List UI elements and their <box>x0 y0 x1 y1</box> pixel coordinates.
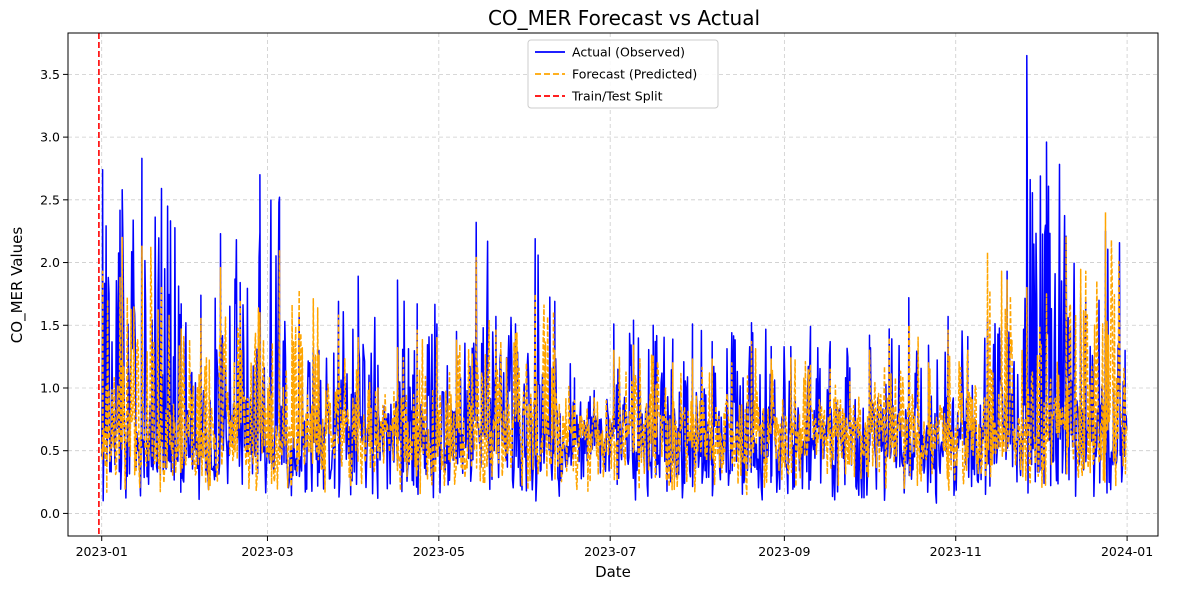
plot-frame <box>67 32 1159 537</box>
x-tick-label: 2023-11 <box>930 544 982 559</box>
y-tick-label: 3.0 <box>40 130 60 145</box>
series-layer <box>100 54 1128 504</box>
y-tick-label: 3.5 <box>40 67 60 82</box>
legend-label-forecast: Forecast (Predicted) <box>572 67 697 82</box>
y-tick-label: 1.5 <box>40 318 60 333</box>
y-axis: 0.0 0.5 1.0 1.5 2.0 2.5 3.0 3.5 <box>40 67 68 521</box>
x-tick-label: 2023-01 <box>76 544 128 559</box>
x-tick-label: 2023-07 <box>584 544 636 559</box>
series-forecast-line <box>100 211 1128 496</box>
legend: Actual (Observed) Forecast (Predicted) T… <box>527 39 719 109</box>
y-tick-label: 2.5 <box>40 192 60 207</box>
x-tick-label: 2023-03 <box>241 544 293 559</box>
y-tick-label: 1.0 <box>40 380 60 395</box>
x-axis: 2023-01 2023-03 2023-05 2023-07 2023-09 2023-… <box>76 536 1153 559</box>
legend-label-actual: Actual (Observed) <box>572 45 685 60</box>
y-tick-label: 2.0 <box>40 255 60 270</box>
legend-box <box>527 39 719 109</box>
x-tick-label: 2023-09 <box>758 544 810 559</box>
chart-title: CO_MER Forecast vs Actual <box>488 6 760 30</box>
x-axis-label: Date <box>595 563 631 581</box>
x-tick-label: 2024-01 <box>1101 544 1153 559</box>
x-tick-label: 2023-05 <box>413 544 465 559</box>
y-axis-label: CO_MER Values <box>8 227 27 344</box>
y-tick-label: 0.5 <box>40 443 60 458</box>
y-tick-label: 0.0 <box>40 506 60 521</box>
legend-label-split: Train/Test Split <box>571 89 663 104</box>
